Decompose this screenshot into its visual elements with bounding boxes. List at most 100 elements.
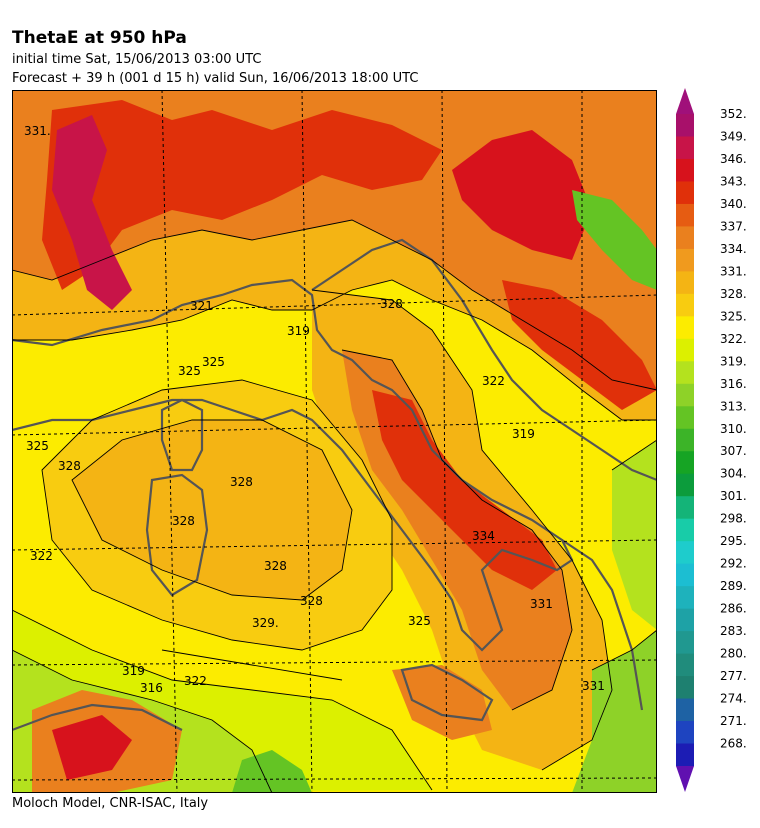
colorbar-arrow-top (676, 88, 694, 114)
colorbar-swatch (676, 181, 694, 205)
colorbar-swatch (676, 203, 694, 227)
colorbar-tick-label: 274. (720, 692, 747, 706)
contour-label: 331. (24, 124, 51, 138)
colorbar-arrow-bottom (676, 766, 694, 792)
colorbar-tick-label: 289. (720, 579, 747, 593)
colorbar-swatch (676, 653, 694, 677)
colorbar-swatch (676, 721, 694, 745)
colorbar-swatch (676, 743, 694, 767)
contour-lines (12, 219, 657, 793)
colorbar-tick-label: 292. (720, 557, 747, 571)
contour-label: 325 (178, 364, 201, 378)
field-alps-red (42, 100, 442, 290)
initial-time: initial time Sat, 15/06/2013 03:00 UTC (12, 52, 262, 67)
colorbar-tick-label: 334. (720, 242, 747, 256)
colorbar-swatch (676, 698, 694, 722)
colorbar-tick-label: 295. (720, 534, 747, 548)
colorbar-swatch (676, 136, 694, 160)
map-title: ThetaE at 950 hPa (12, 28, 187, 48)
colorbar-swatch (676, 114, 694, 137)
colorbar-tick-label: 268. (720, 737, 747, 751)
contour-label: 328 (58, 459, 81, 473)
colorbar-tick-label: 286. (720, 602, 747, 616)
colorbar-swatch (676, 226, 694, 250)
contour-label: 328 (172, 514, 195, 528)
contour-label: 328 (230, 475, 253, 489)
colorbar-swatch (676, 293, 694, 317)
colorbar: 352. 349. 346. 343. 340. 337. 334. 331. 328. 325.… (676, 88, 747, 792)
contour-label: 329. (252, 616, 279, 630)
colorbar-tick-label: 301. (720, 489, 747, 503)
contour-label: 319 (512, 427, 535, 441)
colorbar-swatch (676, 316, 694, 340)
colorbar-swatch (676, 428, 694, 452)
colorbar-tick-label: 280. (720, 647, 747, 661)
map-frame (12, 90, 657, 793)
colorbar-tick-label: 343. (720, 174, 747, 188)
colorbar-swatch (676, 473, 694, 497)
colorbar-tick-label: 337. (720, 219, 747, 233)
contour-label: 334 (472, 529, 495, 543)
field-south-green (232, 750, 312, 793)
field-red-balkans (502, 280, 657, 410)
contour-label: 325 (26, 439, 49, 453)
contour-label: 331 (530, 597, 553, 611)
contour-label: 325 (202, 355, 225, 369)
colorbar-tick-label: 277. (720, 669, 747, 683)
contour-label: 328 (300, 594, 323, 608)
colorbar-swatch (676, 361, 694, 385)
colorbar-tick-label: 283. (720, 624, 747, 638)
colorbar-tick-label: 328. (720, 287, 747, 301)
contour-label: 322 (184, 674, 207, 688)
colorbar-swatch (676, 586, 694, 610)
colorbar-tick-label: 304. (720, 467, 747, 481)
colorbar-swatch (676, 496, 694, 520)
contour-label: 328 (264, 559, 287, 573)
model-credit: Moloch Model, CNR-ISAC, Italy (12, 796, 209, 811)
colorbar-tick-label: 346. (720, 152, 747, 166)
colorbar-swatch (676, 271, 694, 295)
contour-label: 325 (408, 614, 431, 628)
colorbar-tick-label: 307. (720, 444, 747, 458)
contour-label: 322 (30, 549, 53, 563)
coastlines (12, 238, 657, 732)
contour-label: 321 (190, 299, 213, 313)
field-magenta-west (52, 115, 132, 310)
colorbar-tick-label: 271. (720, 714, 747, 728)
colorbar-tick-label: 349. (720, 129, 747, 143)
contour-label: 316 (140, 681, 163, 695)
contour-label: 331 (582, 679, 605, 693)
colorbar-swatch (676, 563, 694, 587)
colorbar-tick-label: 319. (720, 354, 747, 368)
colorbar-swatch (676, 406, 694, 430)
field-tyrrhenian-orange (72, 420, 352, 600)
colorbar-tick-label: 325. (720, 309, 747, 323)
contour-label: 319 (122, 664, 145, 678)
colorbar-tick-label: 310. (720, 422, 747, 436)
forecast-valid-time: Forecast + 39 h (001 d 15 h) valid Sun, … (12, 71, 419, 86)
colorbar-swatch (676, 451, 694, 475)
colorbar-swatch (676, 631, 694, 655)
colorbar-swatch (676, 676, 694, 700)
colorbar-tick-label: 298. (720, 512, 747, 526)
thetae-map: 331. 321 319 325 325 328 328 328 328 328… (12, 90, 657, 793)
colorbar-swatch (676, 541, 694, 565)
field-east-light-green (612, 440, 657, 630)
colorbar-tick-label: 313. (720, 399, 747, 413)
contour-label: 328 (380, 297, 403, 311)
colorbar-tick-label: 331. (720, 264, 747, 278)
field-africa-red (52, 715, 132, 780)
field-red-east (452, 130, 592, 260)
colorbar-swatch (676, 158, 694, 182)
colorbar-swatch (676, 383, 694, 407)
colorbar-swatch (676, 518, 694, 542)
colorbar-tick-label: 322. (720, 332, 747, 346)
colorbar-tick-label: 316. (720, 377, 747, 391)
colorbar-swatch (676, 248, 694, 272)
colorbar-swatch (676, 608, 694, 632)
field-northeast-green (572, 190, 657, 290)
contour-label: 322 (482, 374, 505, 388)
contour-label: 319 (287, 324, 310, 338)
colorbar-tick-label: 352. (720, 107, 747, 121)
colorbar-tick-label: 340. (720, 197, 747, 211)
